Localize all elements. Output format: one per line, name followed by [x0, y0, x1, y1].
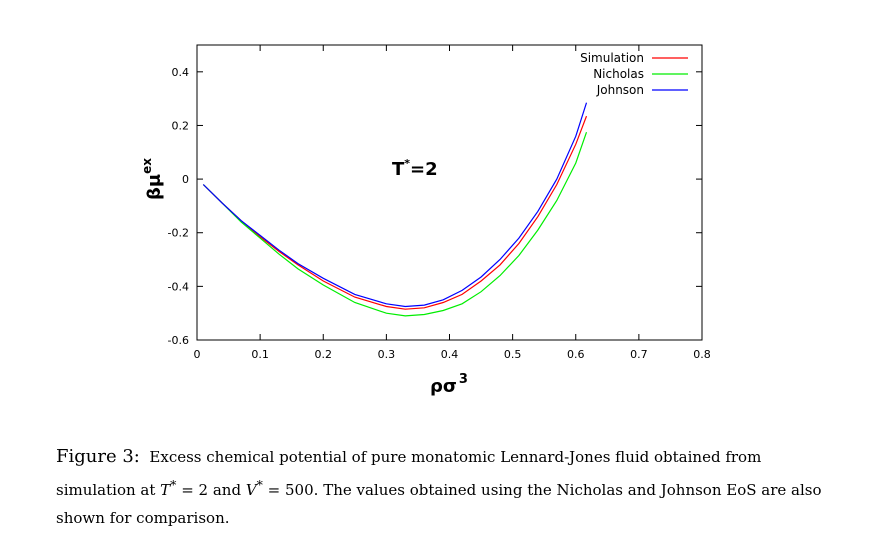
y-tick-label: 0: [182, 173, 189, 186]
legend-label-nicholas: Nicholas: [593, 67, 644, 81]
x-tick-label: 0.4: [441, 348, 459, 361]
series-line-simulation: [202, 115, 588, 310]
caption-t-symbol: T: [160, 481, 171, 499]
figure-caption: Figure 3: Excess chemical potential of p…: [56, 443, 834, 532]
y-tick-label: 0.2: [172, 119, 190, 132]
legend-label-simulation: Simulation: [580, 51, 644, 65]
x-tick-label: 0: [194, 348, 201, 361]
y-axis-label: βμex: [140, 158, 165, 200]
x-tick-label: 0.7: [630, 348, 648, 361]
y-tick-label: -0.4: [168, 280, 189, 293]
y-axis: -0.6 -0.4 -0.2 0 0.2 0.4: [168, 66, 702, 347]
x-tick-label: 0.3: [378, 348, 396, 361]
caption-label: Figure 3:: [56, 446, 140, 467]
x-tick-label: 0.6: [567, 348, 585, 361]
y-tick-label: -0.6: [168, 334, 189, 347]
caption-t-value: = 2 and: [176, 481, 246, 499]
caption-v-symbol: V: [245, 481, 257, 499]
x-tick-label: 0.5: [504, 348, 522, 361]
legend-label-johnson: Johnson: [596, 83, 644, 97]
x-tick-label: 0.8: [693, 348, 711, 361]
caption-t-sup: *: [170, 477, 177, 492]
line-chart: 0 0.1 0.2 0.3 0.4 0.5 0.6 0.7 0.8 -0.6-0.4-0.200…: [140, 44, 711, 397]
x-axis: 0 0.1 0.2 0.3 0.4 0.5 0.6 0.7 0.8: [194, 45, 711, 361]
series-line-nicholas: [202, 132, 588, 317]
caption-text-2: The values obtained using the Nicholas a…: [56, 481, 822, 527]
series-line-johnson: [202, 102, 588, 308]
caption-text-1: Excess chemical potential of pure monato…: [56, 448, 762, 499]
series-lines: [202, 102, 588, 317]
x-axis-label: ρσ 3: [430, 372, 468, 397]
caption-v-value: = 500.: [262, 481, 319, 499]
caption-v-sup: *: [256, 477, 263, 492]
y-tick-label: 0.4: [172, 66, 190, 79]
x-tick-label: 0.1: [251, 348, 269, 361]
legend: Simulation Nicholas Johnson: [580, 51, 688, 97]
temperature-annotation: T*=2: [392, 157, 438, 180]
y-tick-label: -0.2: [168, 227, 189, 240]
x-tick-label: 0.2: [315, 348, 333, 361]
